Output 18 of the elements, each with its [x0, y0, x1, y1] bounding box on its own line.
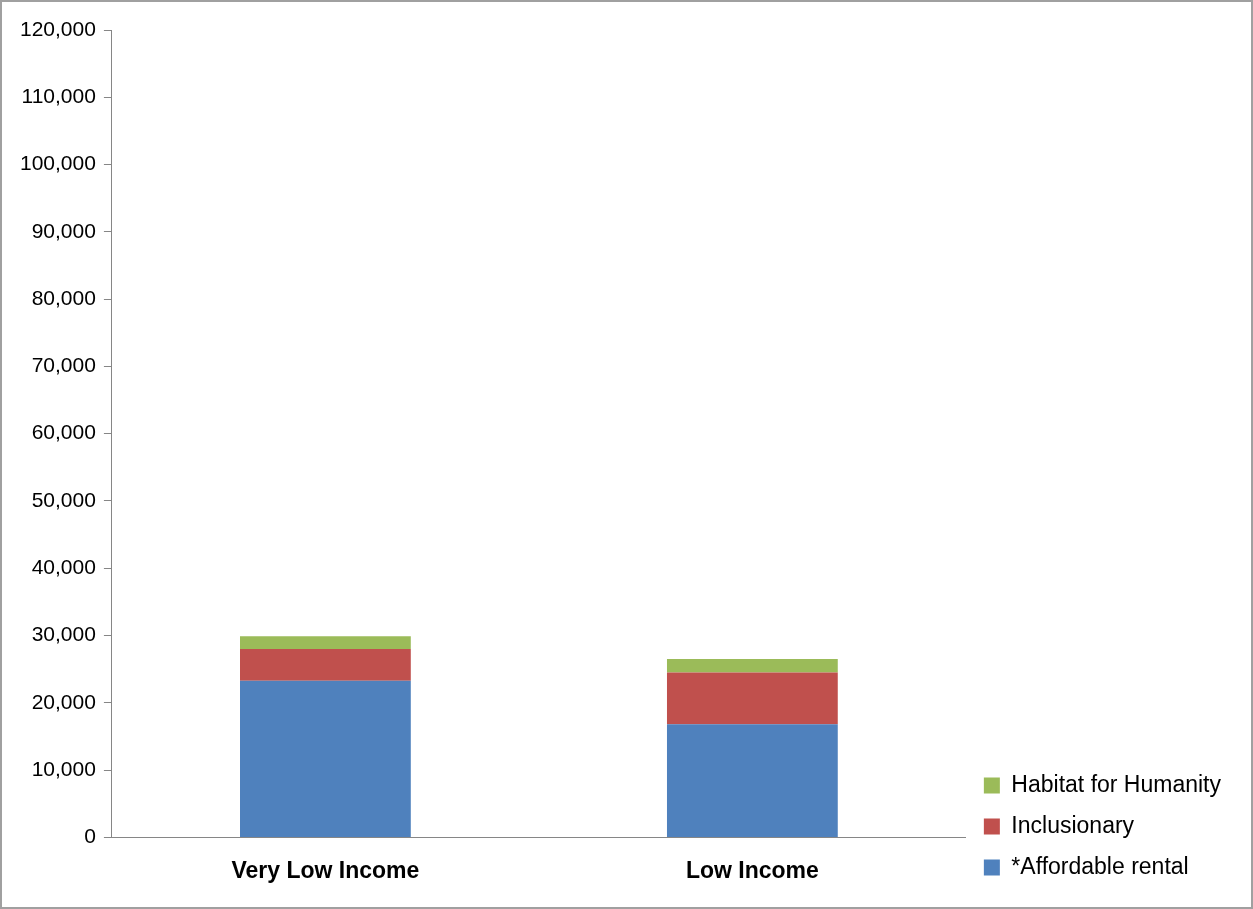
y-tick-label: 40,000	[31, 555, 96, 579]
y-tick-label: 120,000	[19, 16, 96, 40]
y-tick-label: 80,000	[31, 285, 96, 309]
y-tick-label: 50,000	[31, 487, 96, 511]
y-tick-label: 60,000	[31, 420, 96, 444]
y-tick-label: 10,000	[31, 756, 96, 780]
y-tick-label: 20,000	[31, 689, 96, 713]
x-tick-label: Low Income	[685, 856, 819, 883]
y-tick-label: 110,000	[21, 84, 96, 108]
y-tick-label: 70,000	[31, 353, 96, 377]
x-tick-label: Very Low Income	[231, 856, 420, 883]
legend-label: *Affordable rental	[1011, 852, 1189, 879]
legend-label: Inclusionary	[1011, 811, 1135, 838]
y-tick-label: 0	[84, 824, 96, 848]
y-tick-label: 30,000	[31, 622, 96, 646]
y-tick-label: 90,000	[31, 218, 96, 242]
y-tick-label: 100,000	[19, 151, 96, 175]
legend-label: Habitat for Humanity	[1011, 770, 1222, 797]
